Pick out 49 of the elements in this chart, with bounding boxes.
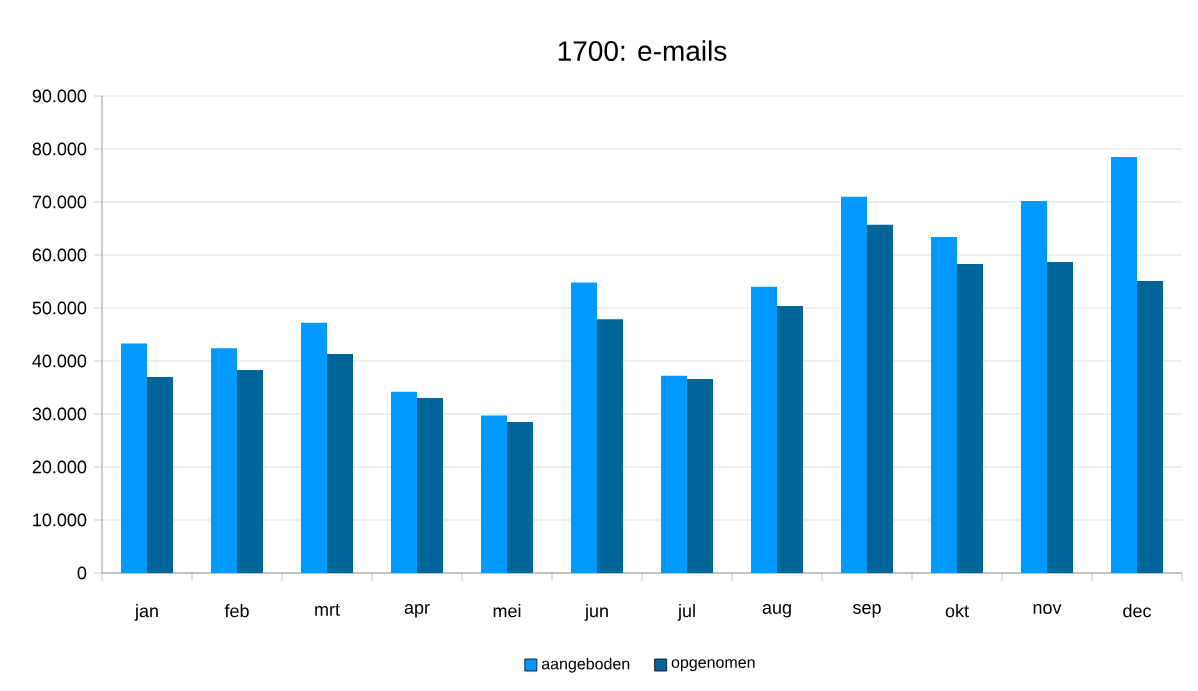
bar <box>327 354 353 573</box>
y-tick-label: 0 <box>77 566 87 580</box>
bar <box>121 343 148 573</box>
y-tick-label: 40.000 <box>32 354 87 368</box>
bar <box>391 391 418 573</box>
bar <box>957 264 984 573</box>
y-tick-label: 20.000 <box>32 460 87 474</box>
y-tick-label: 90.000 <box>32 89 87 103</box>
bar <box>147 376 173 573</box>
y-tick-label: 80.000 <box>32 142 87 156</box>
bar <box>931 236 958 573</box>
bar <box>1111 156 1138 573</box>
y-tick-label: 30.000 <box>32 407 87 421</box>
bar <box>507 421 534 573</box>
bar <box>841 196 868 573</box>
bar <box>237 370 263 573</box>
x-tick-label: jul <box>677 604 695 621</box>
x-tick-label: nov <box>1033 604 1062 614</box>
bar <box>777 305 804 573</box>
x-tick-label: mrt <box>315 604 340 616</box>
x-tick-label: dec <box>1123 604 1152 618</box>
legend-label: aangeboden <box>541 657 630 673</box>
bar <box>751 286 778 573</box>
x-tick-label: aug <box>762 604 791 618</box>
bar <box>417 398 444 573</box>
y-tick-label: 50.000 <box>32 301 87 315</box>
bar <box>1021 200 1048 573</box>
bar <box>211 348 238 573</box>
chart-title: 1700: e-mails <box>558 40 727 61</box>
y-tick-label: 60.000 <box>32 248 87 262</box>
bar <box>661 375 688 573</box>
bar <box>1137 280 1164 573</box>
x-tick-label: feb <box>224 604 249 618</box>
bar <box>571 282 598 573</box>
x-tick-label: apr <box>404 604 430 618</box>
bar <box>687 379 714 573</box>
x-tick-label: mei <box>493 604 521 618</box>
y-tick-label: 10.000 <box>33 513 87 527</box>
bar <box>1047 261 1074 573</box>
y-tick-label: 70.000 <box>32 195 87 209</box>
x-tick-label: jan <box>134 604 158 621</box>
x-tick-label: jun <box>584 604 608 621</box>
bar <box>481 415 508 573</box>
bar <box>867 224 894 573</box>
x-tick-label: sep <box>853 604 881 618</box>
x-tick-label: okt <box>945 604 969 618</box>
bar <box>597 319 624 573</box>
bar <box>301 322 328 573</box>
legend-label: opgenomen <box>671 659 755 672</box>
